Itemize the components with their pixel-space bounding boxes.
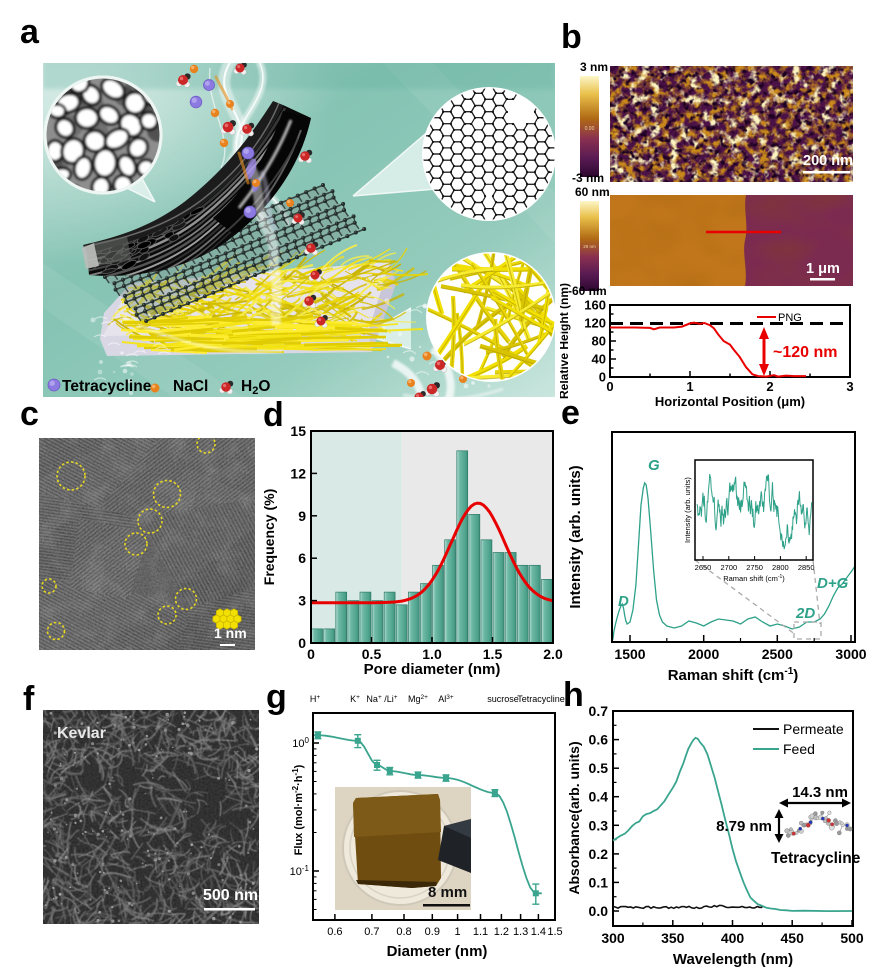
svg-text:Al3+: Al3+	[438, 694, 454, 704]
svg-text:-60 nm: -60 nm	[568, 284, 607, 298]
svg-text:1500: 1500	[614, 646, 645, 662]
svg-text:2700: 2700	[720, 563, 737, 572]
svg-text:120: 120	[584, 316, 606, 331]
svg-text:Raman shift (cm-1): Raman shift (cm-1)	[668, 666, 799, 684]
svg-text:-3 nm: -3 nm	[572, 171, 604, 185]
svg-text:Raman shift (cm-1): Raman shift (cm-1)	[723, 574, 785, 583]
svg-text:0.8: 0.8	[396, 926, 411, 938]
svg-text:1.5: 1.5	[483, 646, 503, 662]
svg-text:100: 100	[292, 736, 309, 750]
svg-text:0: 0	[298, 635, 306, 651]
svg-text:3: 3	[298, 593, 306, 609]
svg-text:0.7: 0.7	[589, 703, 609, 719]
svg-text:3 nm: 3 nm	[580, 60, 608, 74]
svg-text:1: 1	[455, 926, 461, 938]
svg-text:1 nm: 1 nm	[214, 625, 247, 641]
svg-text:160: 160	[584, 298, 606, 313]
svg-text:3: 3	[846, 379, 853, 394]
svg-text:6: 6	[298, 550, 306, 566]
svg-text:Diameter (nm): Diameter (nm)	[387, 943, 488, 960]
svg-text:0.5: 0.5	[362, 646, 382, 662]
svg-text:Tetracycline: Tetracycline	[517, 694, 565, 704]
svg-text:1.2: 1.2	[494, 926, 509, 938]
svg-text:2650: 2650	[695, 563, 712, 572]
svg-text:2750: 2750	[746, 563, 763, 572]
svg-text:Intensity (arb. units): Intensity (arb. units)	[567, 465, 584, 608]
svg-text:3000: 3000	[835, 646, 866, 662]
svg-text:0: 0	[606, 379, 613, 394]
svg-text:Mg2+: Mg2+	[408, 694, 428, 704]
svg-text:2800: 2800	[772, 563, 789, 572]
svg-text:14.3 nm: 14.3 nm	[792, 784, 848, 801]
svg-text:2850: 2850	[798, 563, 815, 572]
svg-text:40: 40	[592, 352, 606, 367]
svg-text:K+: K+	[350, 694, 360, 704]
svg-text:0.00: 0.00	[585, 126, 595, 132]
svg-text:15: 15	[290, 423, 306, 439]
svg-text:450: 450	[781, 930, 805, 946]
svg-text:2000: 2000	[688, 646, 719, 662]
svg-text:300: 300	[601, 930, 625, 946]
svg-text:0.4: 0.4	[589, 789, 609, 805]
svg-text:0.7: 0.7	[364, 926, 379, 938]
svg-text:Na+ /Li+: Na+ /Li+	[366, 694, 397, 704]
svg-text:80: 80	[592, 334, 606, 349]
svg-text:0.5: 0.5	[589, 760, 609, 776]
svg-text:500: 500	[840, 930, 864, 946]
svg-text:NaCl: NaCl	[173, 378, 208, 395]
svg-text:Kevlar: Kevlar	[57, 725, 106, 742]
svg-text:1.5: 1.5	[547, 926, 562, 938]
svg-text:12: 12	[290, 465, 306, 481]
svg-text:350: 350	[661, 930, 685, 946]
svg-text:60 nm: 60 nm	[575, 185, 610, 199]
svg-text:~120 nm: ~120 nm	[773, 344, 837, 361]
svg-text:0.6: 0.6	[327, 926, 342, 938]
svg-text:Flux (mol·m-2·h-1): Flux (mol·m-2·h-1)	[291, 764, 305, 855]
svg-text:0: 0	[307, 646, 315, 662]
svg-text:Permeate: Permeate	[783, 721, 844, 737]
svg-text:0.6: 0.6	[589, 732, 609, 748]
svg-text:Wavelength (nm): Wavelength (nm)	[673, 951, 793, 968]
svg-text:Tetracycline: Tetracycline	[771, 850, 861, 867]
svg-text:1.1: 1.1	[473, 926, 488, 938]
svg-text:8.79 nm: 8.79 nm	[716, 818, 772, 835]
svg-text:0.0: 0.0	[589, 903, 609, 919]
svg-text:1 μm: 1 μm	[806, 261, 840, 277]
svg-text:0.2: 0.2	[589, 846, 609, 862]
svg-text:D+G: D+G	[817, 575, 849, 592]
svg-text:Intensity (arb. units): Intensity (arb. units)	[683, 477, 692, 543]
svg-text:G: G	[648, 457, 660, 474]
svg-text:29 nm: 29 nm	[583, 244, 596, 249]
svg-text:2.0: 2.0	[543, 646, 563, 662]
svg-text:0.3: 0.3	[589, 817, 609, 833]
svg-text:9: 9	[298, 508, 306, 524]
svg-text:10-1: 10-1	[290, 864, 310, 878]
svg-text:Frequency (%): Frequency (%)	[261, 489, 277, 585]
svg-text:H2O: H2O	[241, 378, 270, 397]
svg-text:1.0: 1.0	[422, 646, 442, 662]
svg-text:1.3: 1.3	[513, 926, 528, 938]
svg-text:2: 2	[766, 379, 773, 394]
svg-text:1: 1	[686, 379, 693, 394]
svg-text:H+: H+	[310, 694, 321, 704]
svg-text:Horizontal Position (μm): Horizontal Position (μm)	[655, 394, 805, 409]
svg-text:2500: 2500	[762, 646, 793, 662]
svg-text:sucrose: sucrose	[487, 694, 519, 704]
svg-text:1.4: 1.4	[531, 926, 546, 938]
svg-text:D: D	[618, 593, 629, 610]
svg-text:PNG: PNG	[778, 312, 802, 324]
svg-text:Feed: Feed	[783, 741, 815, 757]
svg-text:0: 0	[599, 370, 606, 385]
svg-text:Absorbance(arb. units): Absorbance(arb. units)	[566, 741, 582, 894]
svg-text:500 nm: 500 nm	[203, 887, 258, 904]
svg-text:400: 400	[721, 930, 745, 946]
svg-text:0.9: 0.9	[425, 926, 440, 938]
svg-text:Pore diameter (nm): Pore diameter (nm)	[364, 661, 501, 678]
svg-text:2D: 2D	[795, 605, 815, 622]
svg-text:8 mm: 8 mm	[428, 884, 467, 901]
svg-text:Tetracycline: Tetracycline	[62, 378, 152, 395]
svg-text:200 nm: 200 nm	[803, 153, 853, 169]
svg-text:0.1: 0.1	[589, 874, 609, 890]
svg-text:Relative Height (nm): Relative Height (nm)	[560, 283, 571, 399]
